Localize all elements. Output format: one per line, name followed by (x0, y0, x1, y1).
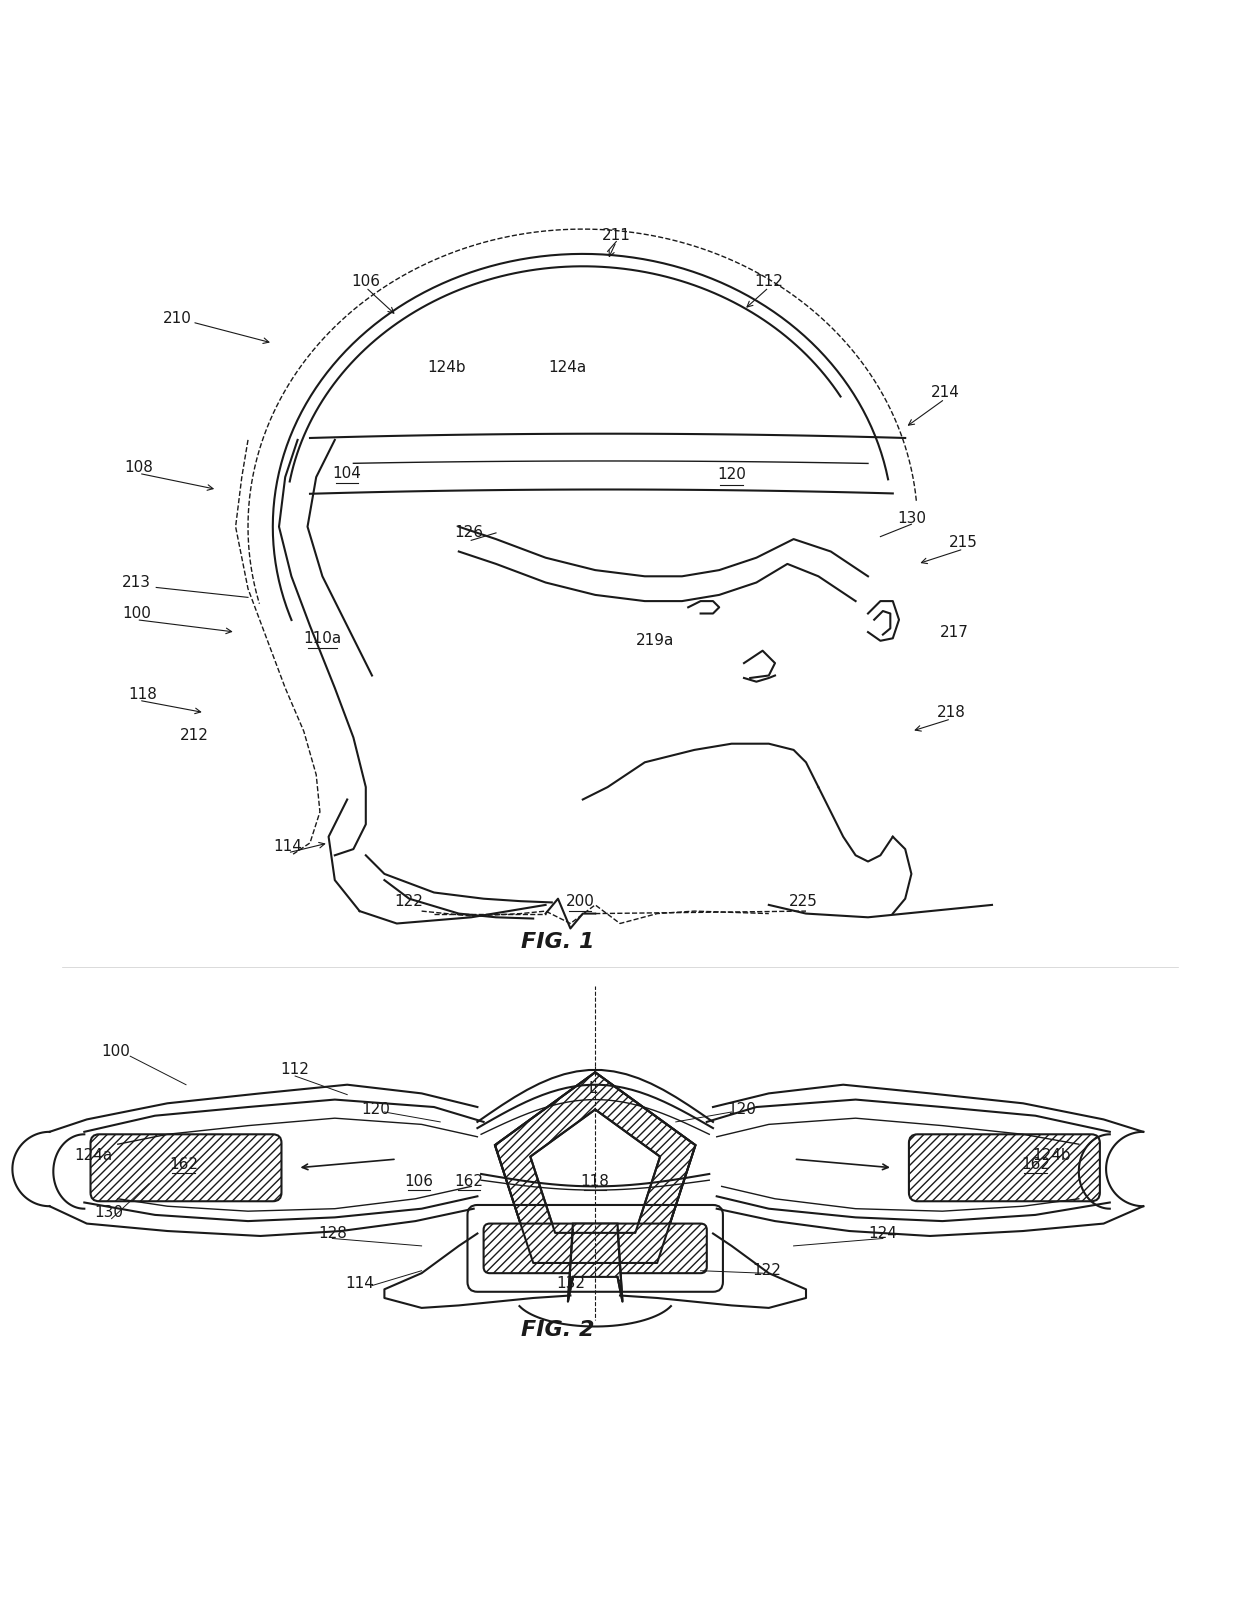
Text: 218: 218 (936, 705, 966, 720)
Text: 120: 120 (361, 1102, 391, 1118)
Text: 126: 126 (454, 526, 484, 540)
Text: 219a: 219a (636, 633, 673, 648)
FancyBboxPatch shape (909, 1134, 1100, 1201)
Text: 120: 120 (727, 1102, 756, 1118)
Text: 130: 130 (94, 1206, 124, 1220)
Text: 225: 225 (789, 894, 818, 908)
Polygon shape (568, 1223, 622, 1302)
Text: FIG. 2: FIG. 2 (521, 1321, 595, 1340)
Text: 132: 132 (556, 1276, 585, 1290)
Text: 128: 128 (317, 1226, 347, 1241)
Text: 110a: 110a (304, 630, 341, 646)
Text: 100: 100 (100, 1044, 130, 1059)
Text: 122: 122 (394, 894, 424, 908)
FancyBboxPatch shape (91, 1134, 281, 1201)
Text: 114: 114 (273, 839, 303, 854)
Text: 215: 215 (949, 536, 978, 550)
Text: 213: 213 (122, 576, 151, 590)
Text: 118: 118 (580, 1174, 610, 1190)
Text: L: L (589, 1081, 596, 1095)
Text: 118: 118 (128, 686, 157, 702)
Text: 120: 120 (717, 467, 746, 483)
Text: 212: 212 (180, 728, 210, 742)
Text: 122: 122 (751, 1263, 781, 1278)
Text: 124b: 124b (427, 360, 466, 376)
Polygon shape (531, 1110, 660, 1233)
Text: 124: 124 (868, 1226, 898, 1241)
Text: 100: 100 (122, 606, 151, 620)
Text: 162: 162 (169, 1156, 198, 1172)
Text: FIG. 1: FIG. 1 (521, 932, 595, 951)
Text: 106: 106 (404, 1174, 434, 1190)
FancyBboxPatch shape (484, 1223, 707, 1273)
Text: 112: 112 (754, 273, 784, 289)
Text: 114: 114 (345, 1276, 374, 1290)
Text: 124a: 124a (549, 360, 587, 376)
Text: 130: 130 (897, 510, 926, 526)
Text: 214: 214 (930, 385, 960, 400)
Text: 124b: 124b (1032, 1148, 1071, 1162)
Text: 162: 162 (454, 1174, 484, 1190)
Text: 104: 104 (332, 465, 362, 481)
Text: 210: 210 (162, 310, 192, 326)
Text: 106: 106 (351, 273, 381, 289)
Text: 108: 108 (124, 459, 154, 475)
Text: 217: 217 (940, 625, 970, 640)
Text: 124a: 124a (74, 1148, 112, 1162)
Text: 162: 162 (1021, 1156, 1050, 1172)
Text: 112: 112 (280, 1062, 310, 1078)
Text: 211: 211 (601, 227, 631, 243)
Text: 200: 200 (565, 894, 595, 908)
